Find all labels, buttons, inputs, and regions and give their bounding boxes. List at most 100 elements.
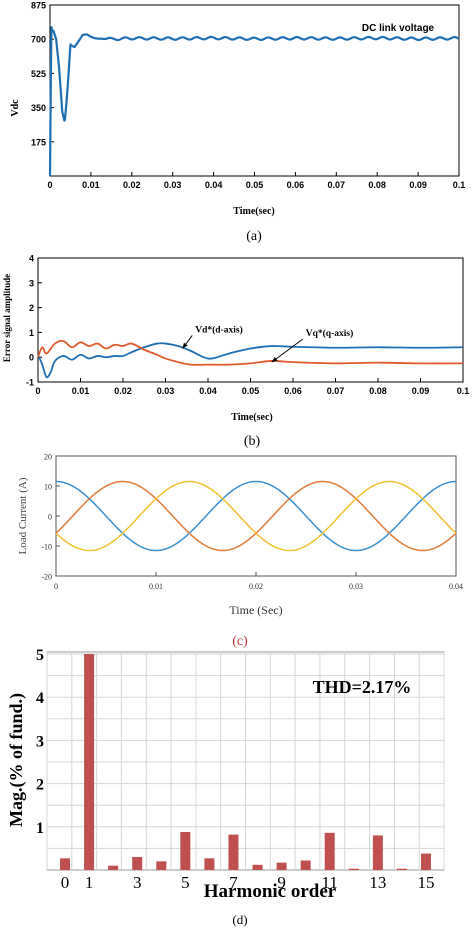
ytick-label: 1 [36, 820, 44, 837]
series-line-vd [37, 342, 464, 379]
caption-c: (c) [232, 634, 248, 649]
bar-harmonic-14 [396, 868, 407, 870]
ytick-label: 3 [36, 733, 44, 750]
panel-a-dc-link-voltage: 875 700 525 350 175 0 0.01 0.02 0.03 0.04 0.05 0.0… [10, 1, 465, 245]
ytick-label: 875 [31, 1, 46, 11]
series-line-vq [37, 340, 464, 366]
xtick-label: 0 [35, 386, 40, 396]
xlabel-a: Time(sec) [233, 206, 274, 217]
xtick-label: 7 [229, 873, 238, 892]
annotation-thd: THD=2.17% [313, 677, 412, 697]
xtick-label: 0.04 [199, 386, 217, 396]
ylabel-a: Vdc [10, 99, 21, 117]
xtick-label: 0.01 [149, 582, 163, 591]
ytick-label: -10 [41, 543, 52, 552]
xtick-label: 15 [417, 873, 434, 892]
bar-harmonic-0 [60, 858, 71, 870]
xtick-label: 9 [277, 873, 286, 892]
bar-harmonic-9 [276, 862, 287, 870]
xtick-label: 3 [133, 873, 142, 892]
bar-harmonic-2 [108, 865, 119, 870]
ytick-label: 700 [31, 35, 46, 45]
ytick-label: -20 [41, 573, 52, 582]
xtick-label: 0.1 [453, 180, 466, 190]
xtick-label: 0.06 [284, 386, 302, 396]
xtick-label: 0.02 [123, 180, 141, 190]
ytick-label: 4 [36, 690, 44, 707]
ytick-label: 525 [31, 69, 46, 79]
xtick-label: 0.04 [449, 582, 463, 591]
xtick-label: 0.07 [327, 386, 345, 396]
xtick-label: 0.06 [287, 180, 305, 190]
xtick-label: 0.05 [242, 386, 260, 396]
ytick-label: 175 [31, 137, 46, 147]
annotation-vq: Vq*(q-axis) [306, 328, 354, 339]
xtick-label: 0.09 [409, 180, 427, 190]
xtick-label: 0.1 [457, 386, 470, 396]
xtick-label: 0 [47, 180, 52, 190]
bar-harmonic-15 [420, 853, 431, 870]
ytick-label: 350 [31, 103, 46, 113]
xtick-label: 1 [85, 873, 94, 892]
annotation-dc-link: DC link voltage [362, 23, 435, 34]
bar-harmonic-10 [300, 860, 311, 870]
caption-b: (b) [244, 434, 261, 449]
xtick-label: 0.05 [246, 180, 264, 190]
annotation-vd: Vd*(d-axis) [195, 324, 243, 335]
xtick-label: 11 [322, 873, 338, 892]
ytick-label: 2 [36, 777, 44, 794]
ytick-label: 2 [29, 303, 34, 313]
xtick-label: 0.07 [328, 180, 346, 190]
series-line-phase-b [55, 480, 457, 552]
ytick-label: 1 [29, 328, 34, 338]
bar-harmonic-13 [372, 835, 383, 870]
xtick-label: 13 [369, 873, 386, 892]
ytick-label: 10 [44, 483, 52, 492]
xtick-label: 5 [181, 873, 190, 892]
bar-harmonic-12 [348, 868, 359, 870]
bar-harmonic-4 [156, 861, 167, 870]
bar-harmonic-3 [132, 857, 143, 870]
panel-c-load-current: 20 10 0 -10 -20 0 0.01 0.02 0.03 0.04 Load Curre… [17, 453, 463, 650]
series-line-vdc [48, 26, 460, 177]
bar-harmonic-6 [204, 858, 215, 870]
series-line-phase-a [55, 480, 457, 552]
ytick-label: 5 [36, 647, 44, 664]
xtick-label: 0.01 [72, 386, 90, 396]
ylabel-b: Error signal amplitude [2, 274, 12, 362]
ylabel-d: Mag.(% of fund.) [6, 693, 27, 827]
xtick-label: 0.04 [205, 180, 223, 190]
ytick-label: 0 [48, 513, 52, 522]
xtick-label: 0.01 [82, 180, 100, 190]
xtick-label: 0.03 [157, 386, 175, 396]
xlabel-c: Time (Sec) [229, 603, 282, 617]
xtick-label: 0.02 [114, 386, 132, 396]
annotation-arrow-line [271, 338, 304, 363]
bar-harmonic-1 [84, 654, 95, 870]
ylabel-c: Load Current (A) [17, 477, 29, 554]
caption-a: (a) [246, 229, 262, 244]
bar-harmonic-7 [228, 834, 239, 870]
annotation-arrow-head [271, 356, 278, 363]
xtick-label: 0 [54, 582, 58, 591]
ytick-label: -1 [26, 378, 34, 388]
xtick-label: 0 [61, 873, 70, 892]
bar-harmonic-5 [180, 831, 191, 870]
xtick-label: 0.03 [164, 180, 182, 190]
xtick-label: 0.08 [369, 386, 387, 396]
xtick-label: 0.09 [412, 386, 430, 396]
xtick-label: 0.02 [249, 582, 263, 591]
annotation-arrow-head [182, 342, 188, 349]
xtick-label: 0.08 [368, 180, 386, 190]
xtick-label: 0.03 [349, 582, 363, 591]
bar-harmonic-8 [252, 864, 263, 870]
bar-harmonic-11 [324, 832, 335, 870]
ytick-label: 0 [29, 353, 34, 363]
plot-frame-c [55, 455, 457, 577]
caption-d: (d) [232, 912, 247, 927]
ytick-label: 20 [44, 453, 52, 462]
xlabel-b: Time(sec) [231, 412, 272, 423]
